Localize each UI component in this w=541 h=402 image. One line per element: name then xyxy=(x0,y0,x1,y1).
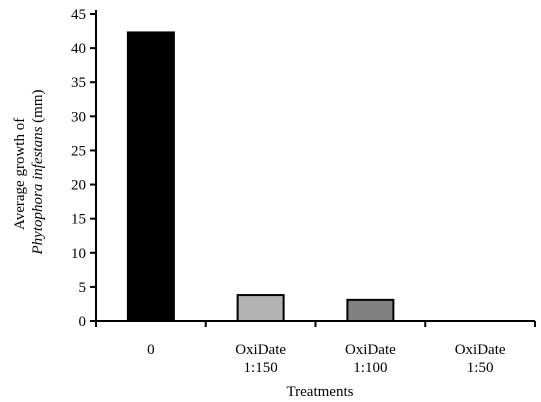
y-tick-label: 20 xyxy=(71,178,86,194)
y-axis-title-unit: (mm) xyxy=(30,89,46,126)
bar xyxy=(236,294,285,323)
y-tick-label: 10 xyxy=(71,246,86,262)
x-tick-label: 0 xyxy=(147,342,155,358)
bar xyxy=(126,31,175,322)
y-axis-ticks: 0 5 10 15 20 25 30 35 40 45 xyxy=(71,7,96,330)
x-tick-label-line: 1:50 xyxy=(467,360,494,376)
x-tick-label-line: 1:100 xyxy=(353,360,387,376)
y-tick-label: 15 xyxy=(71,212,86,228)
x-axis-title: Treatments xyxy=(287,384,354,400)
y-tick-label: 30 xyxy=(71,109,86,125)
x-tick-label-line: 1:150 xyxy=(244,360,278,376)
x-axis-ticks: 0 OxiDate 1:150 OxiDate 1:100 OxiDate 1:50 xyxy=(95,321,536,376)
y-axis-title-line2: Phytophora infestans (mm) xyxy=(30,89,46,255)
x-tick-label-line: OxiDate xyxy=(455,342,506,358)
y-tick-label: 45 xyxy=(71,7,86,23)
y-tick-label: 0 xyxy=(79,314,87,330)
plot-area xyxy=(126,31,395,323)
y-tick-label: 5 xyxy=(79,280,87,296)
x-tick-label-line: OxiDate xyxy=(235,342,286,358)
y-axis-title: Average growth of Phytophora infestans (… xyxy=(12,89,46,255)
x-tick-label: OxiDate 1:150 xyxy=(235,342,286,376)
y-tick-label: 35 xyxy=(71,75,86,91)
y-axis-title-species: Phytophora infestans xyxy=(30,126,46,255)
x-tick-label: OxiDate 1:100 xyxy=(345,342,396,376)
x-tick-label-line: 0 xyxy=(147,342,155,358)
y-axis-title-line1: Average growth of xyxy=(12,118,28,230)
x-tick-label-line: OxiDate xyxy=(345,342,396,358)
x-tick-label: OxiDate 1:50 xyxy=(455,342,506,376)
bar xyxy=(346,298,395,322)
y-tick-label: 25 xyxy=(71,143,86,159)
y-tick-label: 40 xyxy=(71,41,86,57)
